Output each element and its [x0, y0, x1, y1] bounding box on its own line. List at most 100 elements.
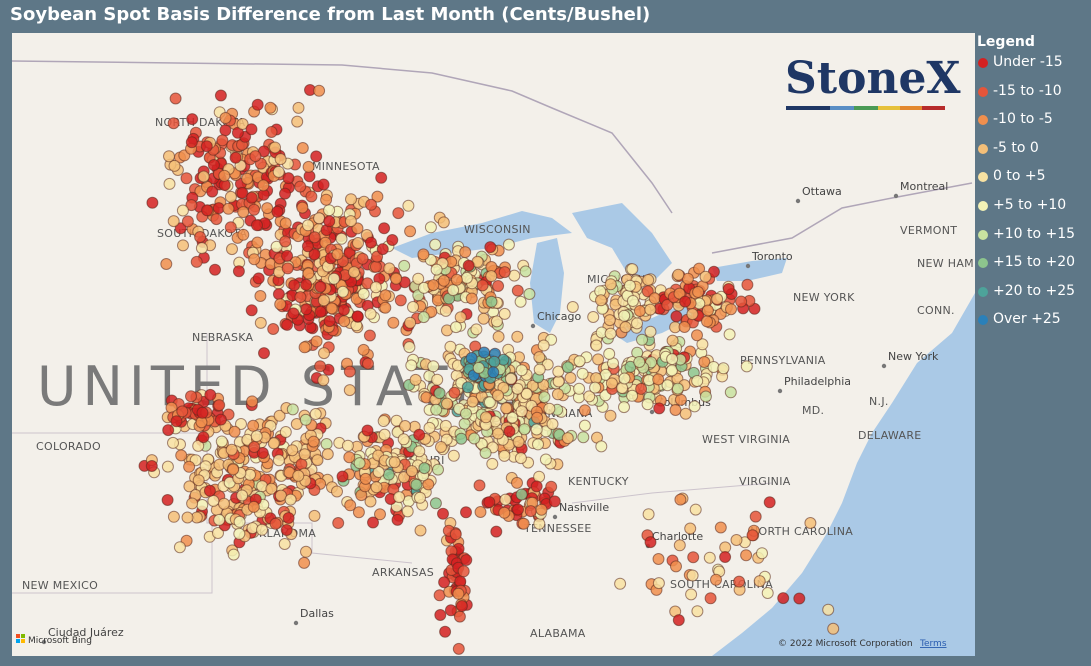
- location-dot: [320, 438, 333, 450]
- legend-item[interactable]: 0 to +5: [977, 168, 1089, 197]
- legend-item[interactable]: +20 to +25: [977, 283, 1089, 312]
- location-dot: [577, 431, 590, 444]
- legend-swatch: [978, 143, 988, 154]
- location-dot: [161, 460, 174, 473]
- location-dot: [576, 367, 589, 380]
- location-dot: [479, 447, 492, 459]
- location-dot: [300, 545, 312, 558]
- location-dot: [232, 265, 245, 278]
- location-dot: [524, 505, 537, 518]
- location-dot: [763, 496, 776, 509]
- legend-item[interactable]: Over +25: [977, 311, 1089, 340]
- location-dot: [348, 266, 360, 279]
- map-label: NEW MEXICO: [22, 579, 98, 592]
- location-dot: [336, 285, 349, 298]
- city-marker: [552, 514, 558, 520]
- location-dot: [514, 452, 527, 465]
- location-dot: [218, 497, 230, 510]
- location-dot: [404, 225, 417, 238]
- legend-item[interactable]: +15 to +20: [977, 254, 1089, 283]
- location-dot: [254, 316, 267, 329]
- location-dot: [195, 242, 208, 255]
- legend-swatch: [978, 229, 988, 240]
- location-dot: [357, 287, 370, 300]
- location-dot: [392, 207, 405, 220]
- location-dot: [192, 439, 205, 452]
- legend-item[interactable]: +10 to +15: [977, 226, 1089, 255]
- location-dot: [227, 548, 240, 561]
- legend-item[interactable]: Under -15: [977, 54, 1089, 83]
- location-dot: [619, 321, 632, 334]
- location-dot: [512, 435, 525, 448]
- location-dot: [653, 402, 666, 415]
- location-dot: [296, 201, 309, 214]
- location-dot: [365, 198, 378, 211]
- location-dot: [592, 353, 605, 366]
- location-dot: [247, 500, 260, 513]
- location-dot: [633, 305, 646, 317]
- location-dot: [652, 373, 665, 386]
- location-dot: [604, 409, 617, 422]
- location-dot: [181, 215, 194, 228]
- location-dot: [409, 373, 422, 386]
- location-dot: [641, 398, 654, 411]
- location-dot: [393, 491, 406, 504]
- location-dot: [666, 353, 679, 366]
- location-dot: [437, 274, 450, 287]
- location-dot: [167, 117, 180, 130]
- location-dot: [175, 449, 188, 462]
- location-dot: [310, 335, 323, 348]
- location-dot: [224, 190, 237, 203]
- location-dot: [672, 268, 685, 281]
- location-dot: [722, 283, 735, 295]
- location-dot: [405, 359, 418, 372]
- logo-bar: [786, 106, 830, 110]
- location-dot: [365, 236, 377, 249]
- location-dot: [740, 360, 753, 373]
- location-dot: [279, 217, 292, 230]
- location-dot: [407, 301, 419, 313]
- legend-label: Under -15: [993, 54, 1063, 70]
- legend-item[interactable]: -5 to 0: [977, 140, 1089, 169]
- location-dot: [533, 470, 546, 483]
- ocean: [712, 293, 975, 656]
- location-dot: [670, 560, 682, 573]
- location-dot: [270, 240, 283, 253]
- location-dot: [367, 516, 379, 529]
- location-dot: [583, 390, 596, 403]
- location-dot: [511, 330, 524, 343]
- location-dot: [604, 278, 617, 291]
- location-dot: [286, 403, 299, 416]
- legend-item[interactable]: -15 to -10: [977, 83, 1089, 112]
- location-dot: [533, 363, 546, 376]
- location-dot: [455, 600, 468, 612]
- location-dot: [300, 278, 313, 291]
- map-label: CONN.: [917, 304, 955, 317]
- location-dot: [194, 231, 207, 243]
- terms-link[interactable]: Terms: [919, 639, 947, 649]
- location-dot: [417, 311, 430, 324]
- location-dot: [219, 112, 232, 124]
- location-dot: [206, 185, 219, 198]
- location-dot: [670, 310, 683, 323]
- location-dot: [431, 373, 444, 386]
- legend-item[interactable]: -10 to -5: [977, 111, 1089, 140]
- legend-item[interactable]: +5 to +10: [977, 197, 1089, 226]
- location-dot: [162, 424, 175, 437]
- location-dot: [468, 432, 481, 445]
- legend-label: +15 to +20: [993, 254, 1076, 271]
- location-dot: [163, 150, 175, 163]
- map-label: DELAWARE: [858, 429, 922, 442]
- location-dot: [514, 295, 527, 308]
- city-marker: [293, 620, 299, 626]
- location-dot: [286, 444, 299, 457]
- location-dot: [292, 469, 305, 482]
- location-dot: [648, 292, 661, 305]
- city-label: Montreal: [900, 180, 948, 193]
- location-dot: [484, 241, 497, 254]
- location-dot: [618, 309, 631, 322]
- location-dot: [224, 221, 237, 234]
- location-dot: [298, 556, 311, 569]
- location-dot: [394, 294, 407, 307]
